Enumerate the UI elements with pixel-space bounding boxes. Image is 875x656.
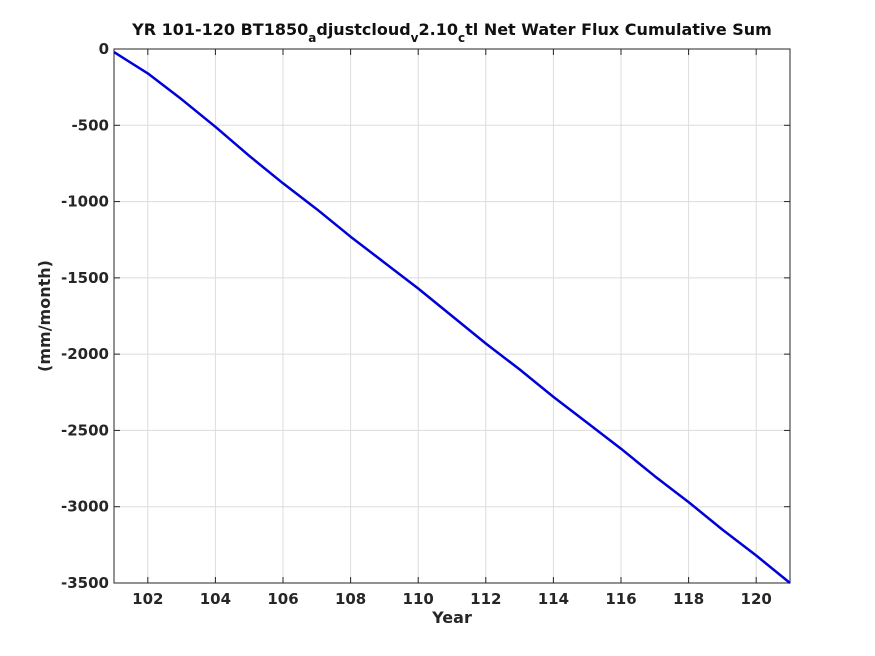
y-tick-label: -3000 (61, 498, 109, 516)
y-tick-label: -1500 (61, 269, 109, 287)
title-segment: YR 101-120 BT1850 (131, 20, 308, 39)
plot-area-frame (113, 48, 791, 584)
title-subscript: c (458, 31, 465, 45)
series-line (113, 51, 791, 584)
title-subscript: v (411, 31, 419, 45)
series-layer (113, 51, 791, 584)
y-tick-label: -1000 (61, 193, 109, 211)
x-tick-label: 118 (673, 590, 704, 608)
title-subscript: a (308, 31, 316, 45)
title-segment: 2.10 (419, 20, 458, 39)
y-tick-label: 0 (99, 40, 109, 58)
x-tick-label: 110 (403, 590, 434, 608)
x-tick-label: 102 (132, 590, 163, 608)
x-tick-labels: 102 104 106 108 110 112 114 116 118 120 (132, 590, 772, 608)
title-segment: tl Net Water Flux Cumulative Sum (465, 20, 772, 39)
y-tick-label: -2000 (61, 345, 109, 363)
x-tick-label: 108 (335, 590, 366, 608)
x-tick-label: 112 (470, 590, 501, 608)
y-tick-label: -3500 (61, 574, 109, 592)
axis-ticks (114, 48, 790, 584)
x-tick-label: 104 (200, 590, 231, 608)
chart-title: YR 101-120 BT1850adjustcloudv2.10ctl Net… (131, 20, 772, 45)
x-tick-label: 106 (267, 590, 298, 608)
x-tick-label: 114 (538, 590, 569, 608)
y-tick-labels: 0 -500 -1000 -1500 -2000 -2500 -3000 -3500 (61, 40, 109, 592)
y-tick-label: -500 (71, 116, 109, 134)
title-segment: djustcloud (316, 20, 410, 39)
x-tick-label: 120 (741, 590, 772, 608)
x-tick-label: 116 (605, 590, 636, 608)
y-tick-label: -2500 (61, 421, 109, 439)
y-axis-label: (mm/month) (35, 260, 54, 372)
x-axis-label: Year (431, 608, 472, 627)
